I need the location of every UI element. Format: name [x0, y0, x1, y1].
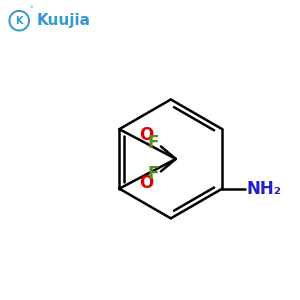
Text: F: F [148, 165, 159, 183]
Text: K: K [16, 16, 23, 26]
Text: Kuujia: Kuujia [37, 13, 91, 28]
Text: F: F [148, 134, 159, 152]
Text: O: O [139, 125, 153, 143]
Text: O: O [139, 174, 153, 192]
Text: NH₂: NH₂ [246, 180, 281, 198]
Text: °: ° [30, 6, 33, 12]
